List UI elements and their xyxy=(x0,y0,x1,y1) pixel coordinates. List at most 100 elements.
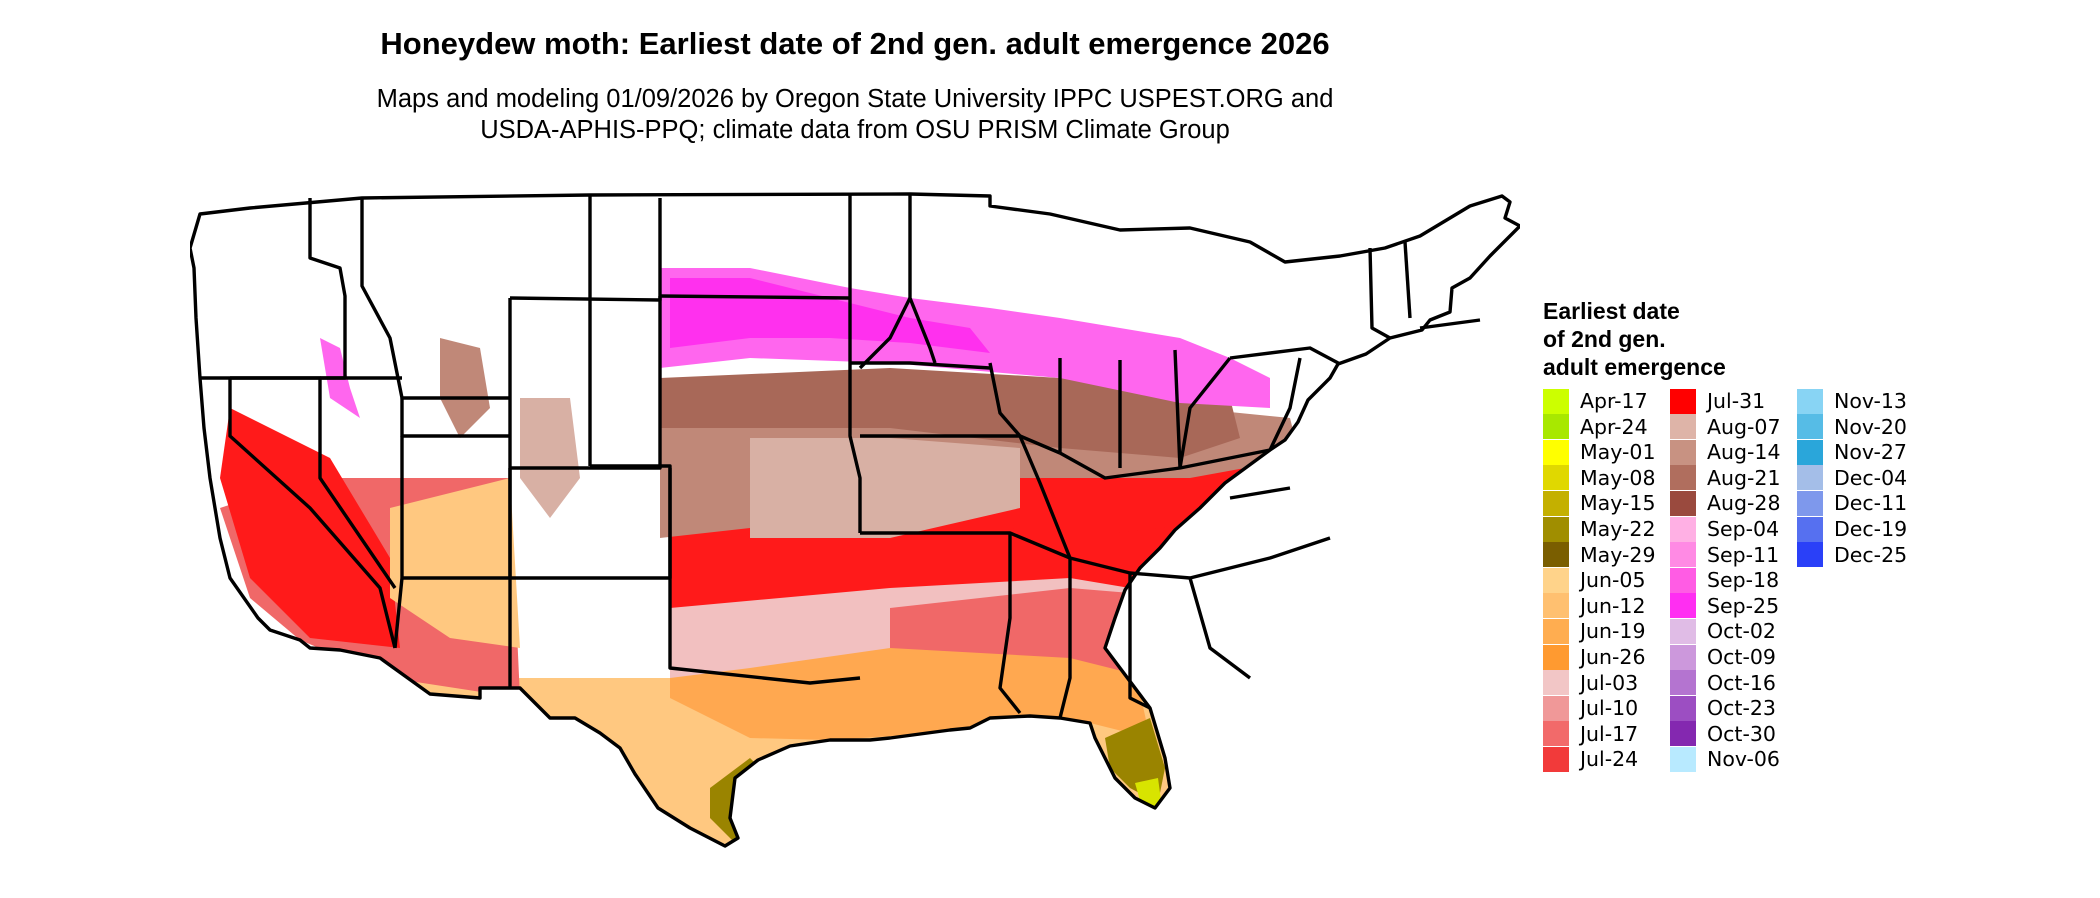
legend-swatch xyxy=(1543,721,1569,747)
legend-title-line-2: of 2nd gen. xyxy=(1543,326,1666,352)
legend-swatch xyxy=(1670,414,1696,440)
legend-item-dec-04: Dec-04 xyxy=(1797,465,1907,491)
legend-item-sep-25: Sep-25 xyxy=(1670,593,1779,619)
legend-item-nov-27: Nov-27 xyxy=(1797,439,1907,465)
legend-swatch xyxy=(1670,516,1696,542)
legend-label: Oct-30 xyxy=(1707,721,1776,746)
legend-label: May-08 xyxy=(1580,465,1656,490)
legend-item-may-29: May-29 xyxy=(1543,542,1656,568)
legend-item-jul-31: Jul-31 xyxy=(1670,388,1765,414)
legend-swatch xyxy=(1797,516,1823,542)
legend-swatch xyxy=(1797,465,1823,491)
legend-label: May-01 xyxy=(1580,440,1656,465)
legend-swatch xyxy=(1543,618,1569,644)
legend-item-aug-07: Aug-07 xyxy=(1670,414,1781,440)
legend-swatch xyxy=(1543,593,1569,619)
legend-swatch xyxy=(1670,542,1696,568)
legend-swatch xyxy=(1543,644,1569,670)
us-emergence-map xyxy=(190,192,1520,848)
legend-label: May-15 xyxy=(1580,491,1656,516)
zone-utah-brown xyxy=(440,338,490,438)
legend-label: Dec-19 xyxy=(1834,517,1908,541)
legend-item-jul-24: Jul-24 xyxy=(1543,746,1638,772)
legend-swatch xyxy=(1670,746,1696,772)
legend-swatch xyxy=(1797,388,1823,414)
legend-item-jul-10: Jul-10 xyxy=(1543,695,1638,721)
legend-label: Jul-10 xyxy=(1580,696,1639,721)
zone-kentucky-red xyxy=(1010,468,1310,538)
legend-item-may-15: May-15 xyxy=(1543,490,1656,516)
legend-label: Jul-17 xyxy=(1580,721,1639,746)
legend-swatch xyxy=(1543,465,1569,491)
map-title: Honeydew moth: Earliest date of 2nd gen.… xyxy=(380,26,1330,61)
legend-label: Sep-11 xyxy=(1707,542,1780,567)
legend-item-apr-24: Apr-24 xyxy=(1543,414,1648,440)
legend-item-aug-14: Aug-14 xyxy=(1670,439,1781,465)
legend-swatch xyxy=(1670,618,1696,644)
legend-label: Apr-17 xyxy=(1580,389,1648,413)
legend-swatch xyxy=(1670,439,1696,465)
legend-item-oct-09: Oct-09 xyxy=(1670,644,1776,670)
legend-label: Aug-21 xyxy=(1707,465,1781,490)
legend-item-dec-11: Dec-11 xyxy=(1797,490,1907,516)
legend-swatch xyxy=(1543,414,1569,440)
legend-label: Sep-18 xyxy=(1707,568,1780,593)
legend-swatch xyxy=(1543,516,1569,542)
legend-item-sep-11: Sep-11 xyxy=(1670,542,1779,568)
legend-item-may-22: May-22 xyxy=(1543,516,1656,542)
legend-item-nov-06: Nov-06 xyxy=(1670,746,1780,772)
legend-label: Dec-25 xyxy=(1834,542,1908,567)
legend-swatch xyxy=(1670,644,1696,670)
legend-label: May-29 xyxy=(1580,542,1656,567)
legend-swatch xyxy=(1543,746,1569,772)
legend-label: Nov-06 xyxy=(1707,747,1780,772)
legend-swatch xyxy=(1543,567,1569,593)
zone-brown-dark xyxy=(660,368,1240,458)
legend-label: Aug-28 xyxy=(1707,491,1781,516)
legend-swatch xyxy=(1670,721,1696,747)
legend-label: Oct-09 xyxy=(1707,645,1776,669)
legend-item-dec-19: Dec-19 xyxy=(1797,516,1907,542)
legend-item-jun-12: Jun-12 xyxy=(1543,593,1646,619)
legend-swatch xyxy=(1670,567,1696,593)
legend-label: Jun-19 xyxy=(1580,619,1646,644)
legend-title: Earliest date of 2nd gen. adult emergenc… xyxy=(1543,297,1726,381)
legend-label: Aug-07 xyxy=(1707,414,1781,439)
map-subtitle: Maps and modeling 01/09/2026 by Oregon S… xyxy=(0,84,1710,146)
legend-label: Jul-31 xyxy=(1707,389,1766,413)
legend-label: Nov-27 xyxy=(1834,440,1907,465)
legend-label: Aug-14 xyxy=(1707,440,1781,465)
legend-label: Jun-26 xyxy=(1580,645,1646,669)
legend-swatch xyxy=(1543,439,1569,465)
legend-label: May-22 xyxy=(1580,517,1656,541)
legend-swatch xyxy=(1670,593,1696,619)
legend-label: Oct-02 xyxy=(1707,619,1776,644)
legend-item-jun-05: Jun-05 xyxy=(1543,567,1646,593)
zone-brown-light xyxy=(750,438,1020,538)
legend-item-nov-13: Nov-13 xyxy=(1797,388,1907,414)
legend-item-aug-28: Aug-28 xyxy=(1670,490,1781,516)
legend-item-jul-17: Jul-17 xyxy=(1543,721,1638,747)
legend-swatch xyxy=(1670,388,1696,414)
subtitle-line-1: Maps and modeling 01/09/2026 by Oregon S… xyxy=(376,85,1334,113)
legend-label: Sep-04 xyxy=(1707,517,1780,541)
legend-item-oct-30: Oct-30 xyxy=(1670,721,1776,747)
legend-item-sep-04: Sep-04 xyxy=(1670,516,1779,542)
legend-item-jun-26: Jun-26 xyxy=(1543,644,1646,670)
legend-swatch xyxy=(1670,490,1696,516)
legend-label: Jul-24 xyxy=(1580,747,1639,772)
legend-item-oct-02: Oct-02 xyxy=(1670,618,1776,644)
zone-colorado-brown xyxy=(520,398,580,518)
legend-item-oct-16: Oct-16 xyxy=(1670,670,1776,696)
legend-swatch xyxy=(1543,542,1569,568)
legend-swatch xyxy=(1543,490,1569,516)
subtitle-line-2: USDA-APHIS-PPQ; climate data from OSU PR… xyxy=(480,116,1230,144)
legend-label: Dec-11 xyxy=(1834,491,1908,516)
legend-swatch xyxy=(1670,695,1696,721)
legend-title-line-3: adult emergence xyxy=(1543,354,1726,380)
legend-item-apr-17: Apr-17 xyxy=(1543,388,1648,414)
legend-item-nov-20: Nov-20 xyxy=(1797,414,1907,440)
legend-item-dec-25: Dec-25 xyxy=(1797,542,1907,568)
legend-label: Sep-25 xyxy=(1707,593,1780,618)
legend-swatch xyxy=(1797,490,1823,516)
